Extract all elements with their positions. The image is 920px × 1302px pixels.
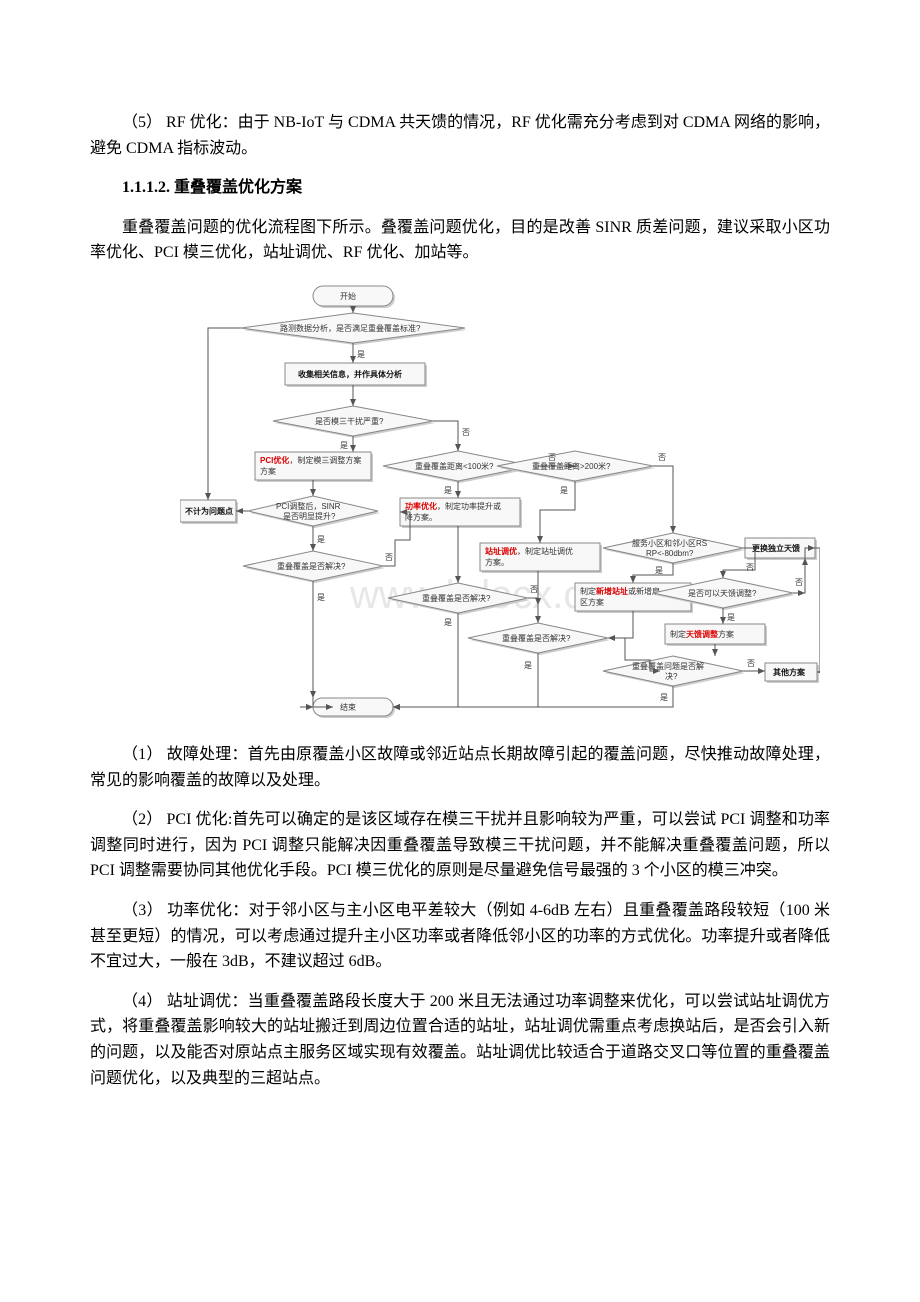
para-power: （3） 功率优化：对于邻小区与主小区电平差较大（例如 4-6dB 左右）且重叠覆… (90, 898, 830, 975)
para-fault: （1） 故障处理：首先由原覆盖小区故障或邻近站点长期故障引起的覆盖问题，尽快推动… (90, 742, 830, 793)
svg-text:是: 是 (317, 593, 325, 602)
svg-text:制定天馈调整方案: 制定天馈调整方案 (670, 629, 734, 639)
flowchart-figure: www.bdocx.com 开始 路测数据分析，是否满足重叠覆盖标准? 收集相关… (180, 280, 830, 720)
svg-text:否: 否 (747, 659, 755, 668)
svg-text:收集相关信息，并作具体分析: 收集相关信息，并作具体分析 (298, 369, 402, 379)
svg-text:是: 是 (340, 441, 348, 450)
svg-text:重叠覆盖距离<100米?: 重叠覆盖距离<100米? (415, 461, 494, 471)
para-pci: （2） PCI 优化:首先可以确定的是该区域存在模三干扰并且影响较为严重，可以尝… (90, 807, 830, 884)
flowchart-svg: www.bdocx.com 开始 路测数据分析，是否满足重叠覆盖标准? 收集相关… (180, 280, 820, 720)
svg-text:否: 否 (385, 553, 393, 562)
svg-text:不计为问题点: 不计为问题点 (185, 506, 233, 516)
svg-text:是: 是 (560, 486, 568, 495)
svg-text:重叠覆盖是否解决?: 重叠覆盖是否解决? (502, 633, 571, 643)
svg-text:站址调优，制定站址调优: 站址调优，制定站址调优 (485, 546, 573, 556)
svg-text:结束: 结束 (340, 702, 356, 712)
svg-text:决?: 决? (665, 671, 678, 681)
svg-text:是: 是 (655, 566, 663, 575)
svg-text:是: 是 (727, 613, 735, 622)
svg-text:PCI调整后，SINR: PCI调整后，SINR (276, 501, 341, 511)
svg-text:是: 是 (357, 350, 365, 359)
svg-text:否: 否 (462, 428, 470, 437)
svg-text:功率优化，制定功率提升或: 功率优化，制定功率提升或 (405, 501, 501, 511)
svg-text:服务小区和邻小区RS: 服务小区和邻小区RS (632, 538, 707, 548)
svg-text:是否明显提升?: 是否明显提升? (283, 511, 336, 521)
svg-text:是: 是 (660, 693, 668, 702)
svg-text:否: 否 (795, 578, 803, 587)
svg-text:制定新增站址或新增扇: 制定新增站址或新增扇 (580, 586, 660, 596)
svg-text:是否模三干扰严重?: 是否模三干扰严重? (315, 416, 384, 426)
svg-text:是: 是 (524, 661, 532, 670)
svg-text:开始: 开始 (340, 291, 356, 301)
svg-text:是: 是 (317, 535, 325, 544)
para-site: （4） 站址调优：当重叠覆盖路段长度大于 200 米且无法通过功率调整来优化，可… (90, 989, 830, 1091)
svg-text:否: 否 (548, 453, 556, 462)
para-rf-opt: （5） RF 优化：由于 NB-IoT 与 CDMA 共天馈的情况，RF 优化需… (90, 110, 830, 161)
svg-text:否: 否 (658, 453, 666, 462)
svg-text:方案。: 方案。 (485, 557, 509, 567)
svg-text:方案: 方案 (260, 466, 276, 476)
document-page: （5） RF 优化：由于 NB-IoT 与 CDMA 共天馈的情况，RF 优化需… (0, 0, 920, 1165)
node-n11 (603, 533, 743, 563)
node-n6 (248, 496, 378, 526)
svg-text:是: 是 (444, 618, 452, 627)
svg-text:重叠覆盖是否解决?: 重叠覆盖是否解决? (422, 593, 491, 603)
heading-1-1-1-2: 1.1.1.2. 重叠覆盖优化方案 (122, 175, 830, 201)
svg-text:区方案: 区方案 (580, 597, 604, 607)
svg-text:更换独立天馈: 更换独立天馈 (752, 543, 800, 553)
svg-text:其他方案: 其他方案 (773, 667, 806, 677)
svg-text:是: 是 (444, 486, 452, 495)
svg-text:否: 否 (530, 585, 538, 594)
svg-text:是否可以天馈调整?: 是否可以天馈调整? (688, 588, 757, 598)
para-intro: 重叠覆盖问题的优化流程图下所示。叠覆盖问题优化，目的是改善 SINR 质差问题，… (90, 215, 830, 266)
svg-text:否: 否 (746, 563, 754, 572)
node-n18 (603, 656, 743, 686)
svg-text:路测数据分析，是否满足重叠覆盖标准?: 路测数据分析，是否满足重叠覆盖标准? (280, 323, 421, 333)
svg-text:PCI优化，制定模三调整方案: PCI优化，制定模三调整方案 (260, 455, 361, 465)
svg-text:重叠覆盖问题是否解: 重叠覆盖问题是否解 (632, 661, 704, 671)
svg-text:RP<-80dbm?: RP<-80dbm? (646, 549, 694, 558)
svg-text:重叠覆盖是否解决?: 重叠覆盖是否解决? (277, 561, 346, 571)
